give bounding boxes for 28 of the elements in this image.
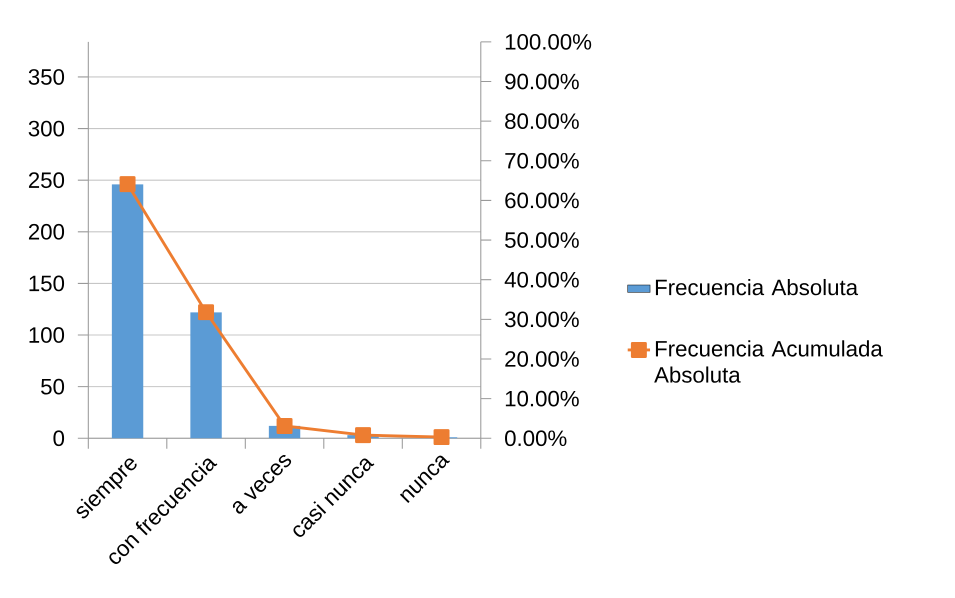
y-tick-label: 200 — [28, 224, 64, 240]
bar — [190, 312, 222, 438]
y2-tick-label: 80.00% — [505, 113, 579, 130]
y2-tick-label: 50.00% — [505, 232, 579, 248]
y-tick-label: 300 — [28, 120, 64, 137]
point — [198, 304, 214, 320]
y2-tick-label: 70.00% — [505, 152, 579, 169]
point — [355, 427, 372, 444]
y2-tick-label: 20.00% — [505, 351, 579, 367]
point — [120, 176, 136, 192]
y2-tick-label: 60.00% — [505, 192, 579, 208]
y2-tick-label: 100.00% — [506, 34, 592, 50]
legend-label: Frecuencia Absoluta — [656, 279, 858, 296]
point — [276, 418, 293, 434]
legend-label: Frecuencia Acumulada Absoluta — [654, 340, 883, 383]
y2-tick-label: 30.00% — [505, 312, 579, 328]
bar — [112, 184, 144, 438]
y-tick-label: 250 — [28, 172, 64, 188]
point — [434, 429, 450, 446]
y-tick-label: 100 — [30, 327, 64, 343]
y-tick-label: 50 — [41, 378, 64, 395]
y-tick-label: 350 — [28, 69, 64, 85]
y2-tick-label: 90.00% — [505, 74, 579, 90]
y2-tick-label: 0.00% — [505, 430, 566, 446]
y2-tick-label: 10.00% — [506, 390, 579, 407]
y-tick-label: 0 — [53, 430, 64, 446]
y-tick-label: 150 — [30, 276, 64, 292]
y2-tick-label: 40.00% — [504, 272, 579, 288]
